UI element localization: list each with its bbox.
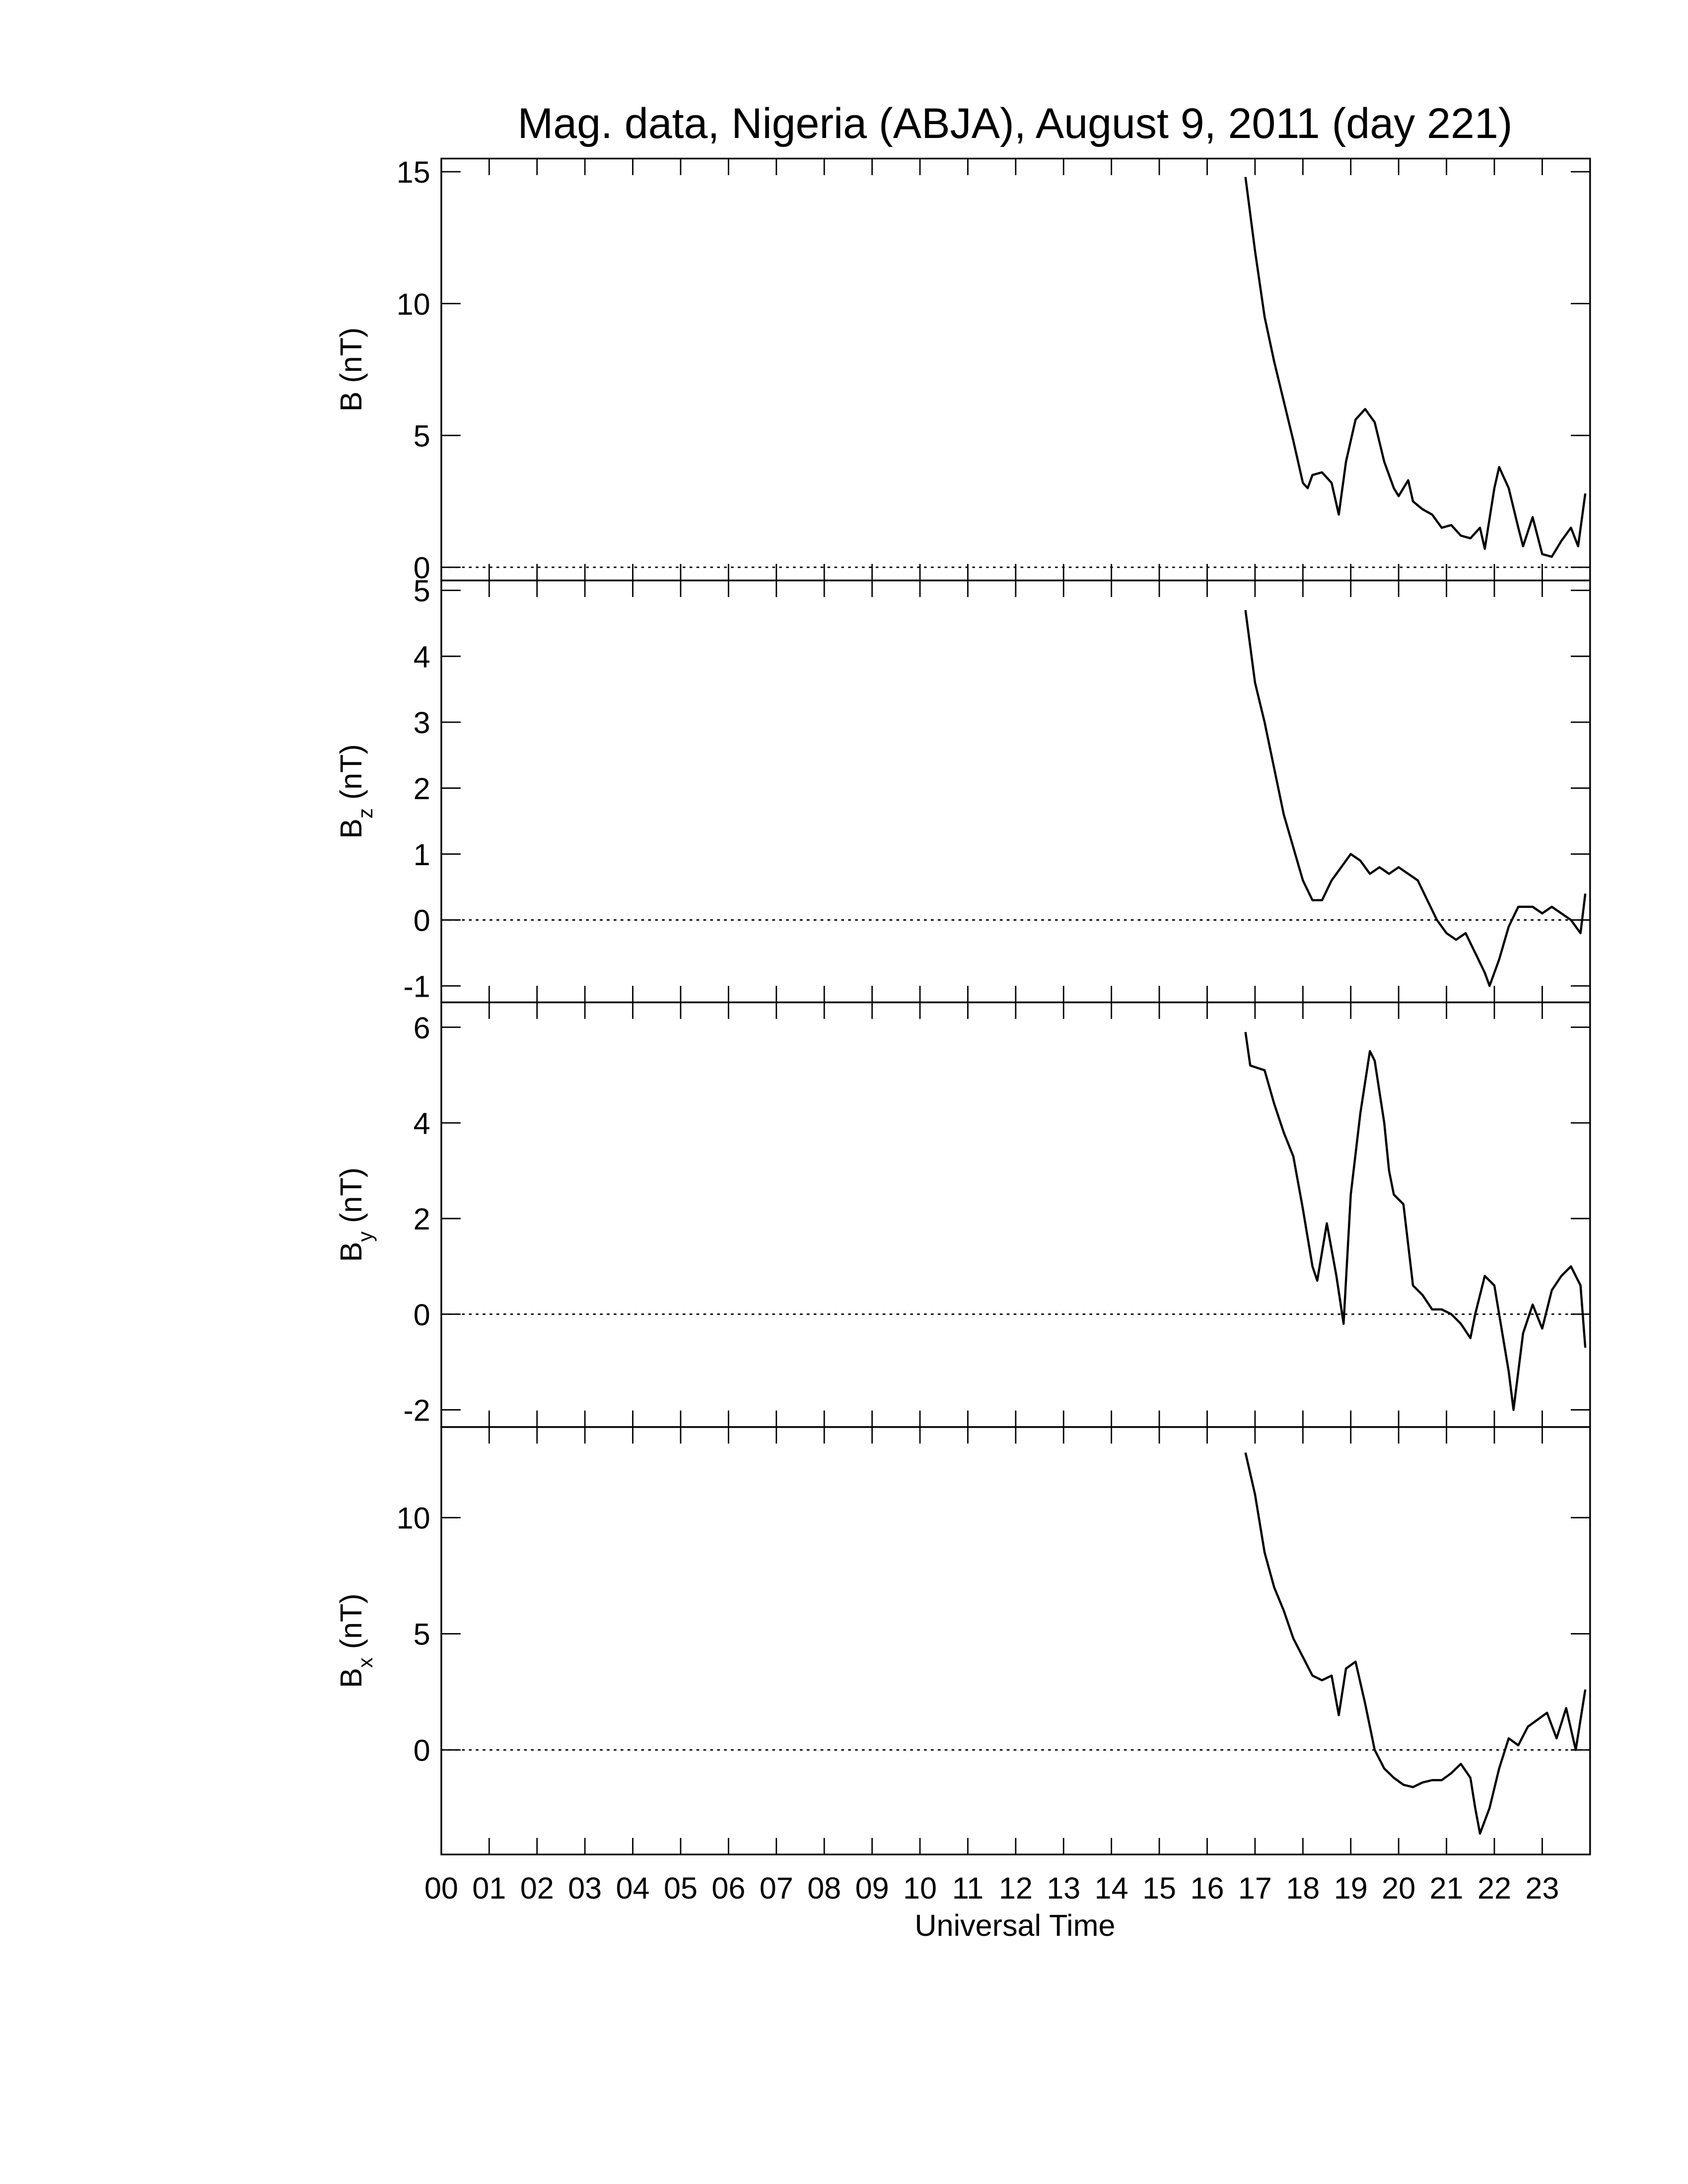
y-axis-label: By (nT) [334,1167,377,1262]
y-tick-label: 4 [414,640,430,674]
data-line [1244,177,1587,558]
y-tick-label: -1 [403,969,430,1003]
x-tick-label: 00 [424,1871,458,1905]
panel-frame [440,157,1591,582]
x-tick-label: 04 [616,1871,650,1905]
chart-title: Mag. data, Nigeria (ABJA), August 9, 201… [517,100,1512,147]
y-tick-label: 4 [414,1106,430,1140]
y-tick-label: 5 [414,419,430,453]
x-tick-label: 22 [1477,1871,1511,1905]
panel-frame [440,1001,1591,1428]
y-axis-label: Bz (nT) [334,744,377,839]
y-tick-label: 0 [414,1298,430,1332]
x-tick-label: 03 [568,1871,602,1905]
data-line [1244,1031,1587,1411]
x-axis-label: Universal Time [914,1909,1115,1942]
x-tick-label: 18 [1286,1871,1320,1905]
x-tick-label: 10 [903,1871,937,1905]
y-tick-label: 5 [414,1618,430,1651]
y-tick-label: -2 [403,1394,430,1428]
x-tick-label: 12 [999,1871,1033,1905]
y-axis-label-part: (nT) [334,1593,368,1657]
x-tick-label: 23 [1525,1871,1559,1905]
y-tick-label: 15 [397,155,430,189]
y-tick-label: 0 [414,1734,430,1768]
x-tick-label: 17 [1238,1871,1272,1905]
x-tick-label: 14 [1095,1871,1128,1905]
y-tick-label: 2 [414,772,430,806]
y-tick-label: 0 [414,551,430,585]
panel-frame [440,579,1591,1004]
y-axis-label-part: x [353,1657,377,1668]
x-tick-label: 16 [1190,1871,1224,1905]
y-axis-label: B (nT) [334,328,368,412]
x-tick-label: 19 [1334,1871,1368,1905]
y-axis-label-part: z [353,808,377,819]
x-tick-label: 11 [952,1871,984,1905]
y-axis-label-part: B [334,1242,368,1262]
y-axis-label: Bx (nT) [334,1593,377,1688]
y-axis-label-part: B [334,819,368,839]
y-axis-label-part: B [334,392,368,412]
x-tick-label: 01 [472,1871,506,1905]
y-tick-label: 10 [397,1502,430,1535]
x-tick-label: 13 [1047,1871,1080,1905]
y-tick-label: 5 [414,574,430,608]
x-tick-label: 05 [664,1871,698,1905]
y-axis-label-part: B [334,1668,368,1688]
y-tick-label: 10 [397,287,430,321]
x-tick-label: 06 [711,1871,745,1905]
x-tick-label: 02 [520,1871,554,1905]
x-tick-label: 20 [1382,1871,1415,1905]
y-axis-label-part: (nT) [334,328,368,392]
y-axis-label-part: y [353,1231,377,1242]
y-tick-label: 2 [414,1202,430,1236]
y-tick-label: 3 [414,706,430,740]
panel-frame [440,1426,1591,1855]
data-line [1244,610,1587,987]
y-axis-label-part: (nT) [334,1167,368,1231]
x-tick-label: 08 [807,1871,841,1905]
x-tick-label: 09 [855,1871,889,1905]
y-tick-label: 1 [414,838,430,872]
data-line [1244,1452,1587,1835]
x-tick-label: 21 [1430,1871,1464,1905]
x-tick-label: 15 [1142,1871,1176,1905]
y-tick-label: 6 [414,1011,430,1045]
x-tick-label: 07 [760,1871,793,1905]
y-tick-label: 0 [414,904,430,938]
y-axis-label-part: (nT) [334,744,368,808]
